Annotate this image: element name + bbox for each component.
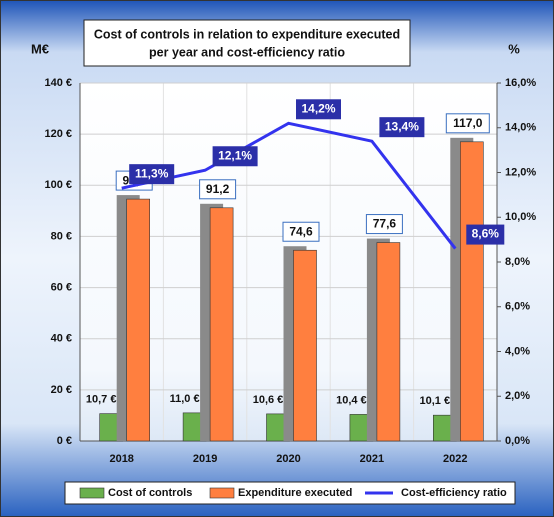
x-tick-label: 2018 xyxy=(109,453,133,465)
y-tick-label: 0 € xyxy=(57,435,72,447)
y2-tick-label: 16,0% xyxy=(505,77,536,89)
y2-axis-label: % xyxy=(508,41,520,56)
data-label: 12,1% xyxy=(218,148,252,162)
data-label: 10,7 € xyxy=(86,394,117,406)
y2-tick-label: 0,0% xyxy=(505,435,530,447)
data-label: 10,1 € xyxy=(420,395,451,407)
y2-tick-label: 14,0% xyxy=(505,122,536,134)
legend xyxy=(64,481,516,505)
data-label-box xyxy=(445,113,490,134)
y-tick-label: 100 € xyxy=(44,179,72,191)
data-label: 117,0 xyxy=(453,116,483,130)
y2-tick-label: 6,0% xyxy=(505,301,530,313)
y-tick-label: 20 € xyxy=(51,384,72,396)
data-label-box xyxy=(212,146,258,167)
bar xyxy=(376,242,401,442)
y-tick-label: 40 € xyxy=(51,333,72,345)
bar xyxy=(293,249,317,442)
y-tick-label: 120 € xyxy=(44,128,72,140)
line xyxy=(121,121,457,250)
title-box xyxy=(83,19,411,67)
x-tick-label: 2019 xyxy=(193,453,217,465)
data-label: 13,4% xyxy=(385,119,419,133)
x-tick-label: 2021 xyxy=(360,453,384,465)
y2-tick-label: 2,0% xyxy=(505,390,530,402)
legend-swatch xyxy=(209,487,235,499)
data-label: 74,6 xyxy=(289,224,313,238)
y2-tick-label: 10,0% xyxy=(505,211,536,223)
data-label-box xyxy=(466,224,505,245)
bar xyxy=(209,207,234,442)
chart-title: per year and cost-efficiency ratio xyxy=(149,45,345,59)
x-tick-label: 2022 xyxy=(443,453,467,465)
chart-title: Cost of controls in relation to expendit… xyxy=(94,27,400,41)
data-label: 77,6 xyxy=(373,217,397,231)
data-label-box xyxy=(365,214,403,235)
data-label-box xyxy=(296,99,341,120)
data-label: 10,6 € xyxy=(253,394,284,406)
y-tick-label: 140 € xyxy=(44,77,72,89)
data-label-box xyxy=(199,179,237,200)
data-label: 91,2 xyxy=(206,182,230,196)
data-label-box xyxy=(129,164,175,185)
data-label-box xyxy=(282,221,320,242)
legend-swatch xyxy=(79,487,105,499)
x-tick-label: 2020 xyxy=(276,453,300,465)
bar xyxy=(459,141,484,442)
y-tick-label: 60 € xyxy=(51,281,72,293)
legend-label: Cost-efficiency ratio xyxy=(401,487,507,499)
y-tick-label: 80 € xyxy=(51,230,72,242)
data-label-box xyxy=(379,117,425,138)
legend-label: Expenditure executed xyxy=(238,487,352,499)
data-label: 14,2% xyxy=(301,101,335,115)
y2-tick-label: 4,0% xyxy=(505,345,530,357)
y2-tick-label: 8,0% xyxy=(505,256,530,268)
data-label: 10,4 € xyxy=(336,394,367,406)
data-label: 11,0 € xyxy=(170,393,200,405)
bar xyxy=(126,198,150,442)
y2-tick-label: 12,0% xyxy=(505,166,536,178)
y-axis-label: M€ xyxy=(31,41,49,56)
legend-label: Cost of controls xyxy=(108,487,192,499)
data-label: 11,3% xyxy=(135,166,169,180)
data-label: 8,6% xyxy=(472,227,500,241)
